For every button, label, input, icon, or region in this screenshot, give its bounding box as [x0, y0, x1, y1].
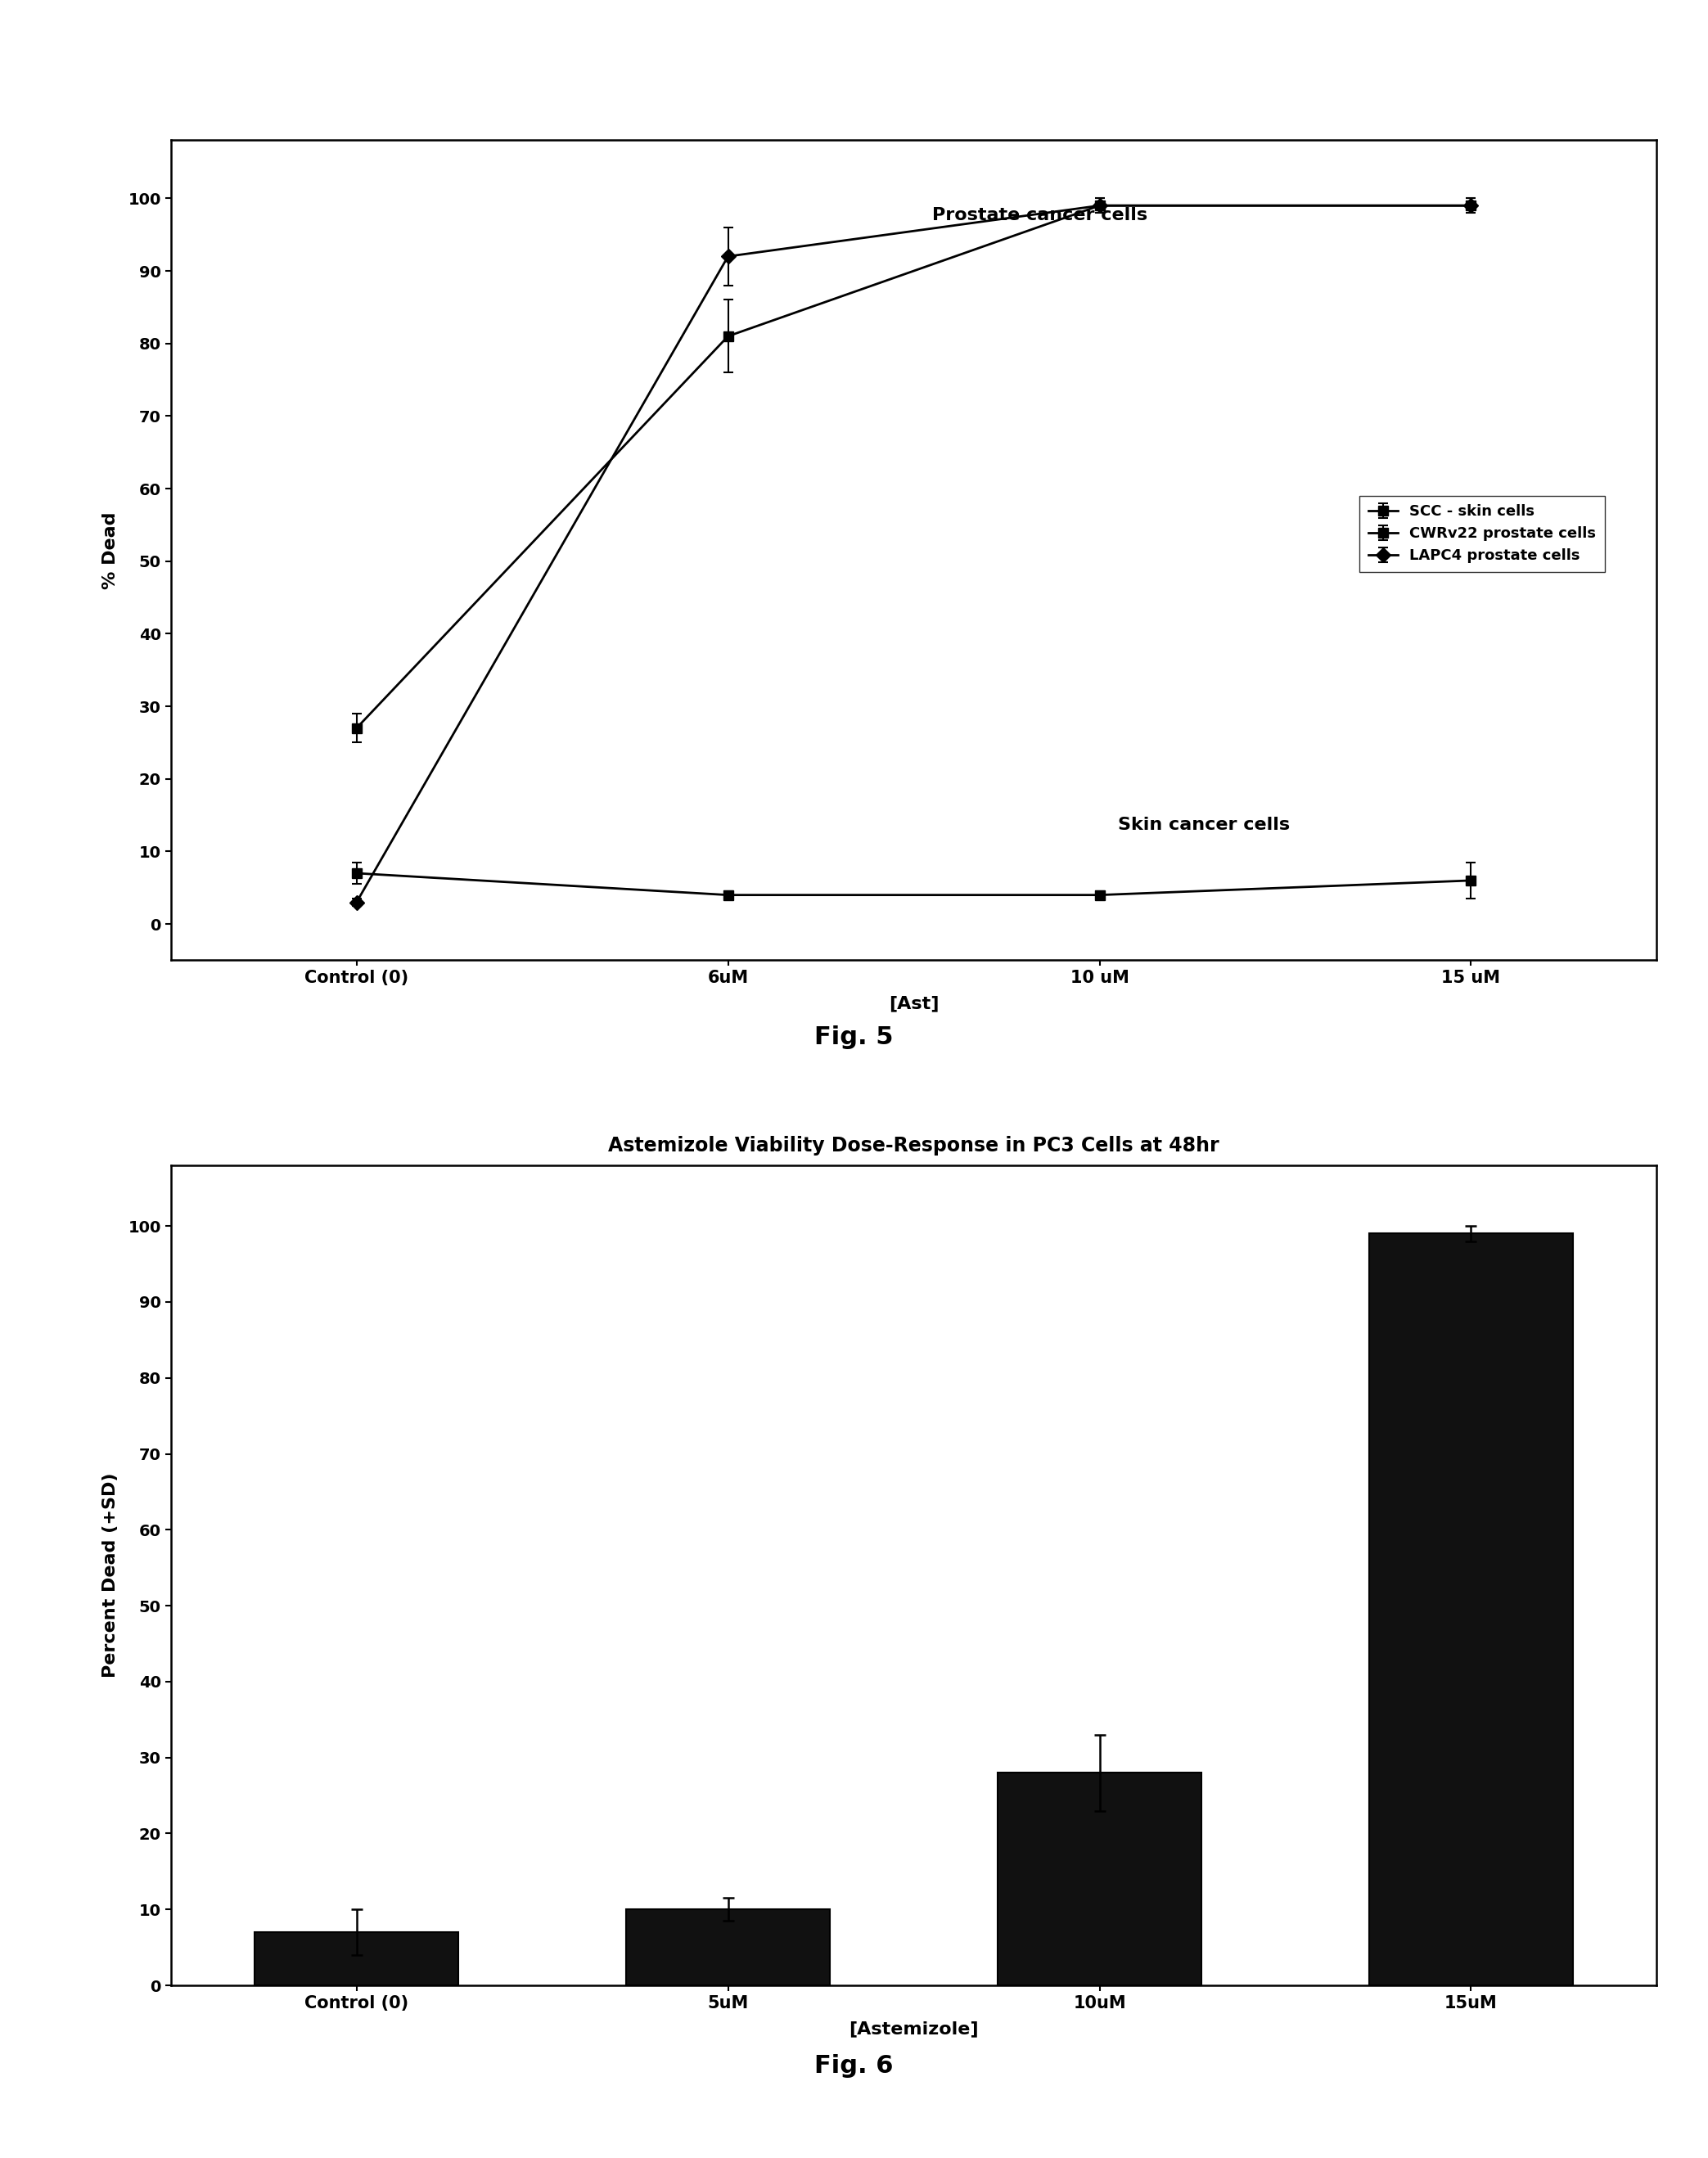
X-axis label: [Ast]: [Ast]	[888, 995, 939, 1012]
Text: Fig. 5: Fig. 5	[815, 1025, 893, 1049]
Legend: SCC - skin cells, CWRv22 prostate cells, LAPC4 prostate cells: SCC - skin cells, CWRv22 prostate cells,…	[1360, 496, 1606, 572]
Text: Skin cancer cells: Skin cancer cells	[1119, 816, 1290, 833]
Text: Prostate cancer cells: Prostate cancer cells	[933, 207, 1148, 224]
Bar	[997, 1772, 1202, 1985]
Bar	[1368, 1234, 1573, 1985]
Text: Fig. 6: Fig. 6	[815, 2054, 893, 2078]
Title: Astemizole Viability Dose-Response in PC3 Cells at 48hr: Astemizole Viability Dose-Response in PC…	[608, 1135, 1220, 1157]
Bar	[625, 1910, 830, 1985]
Y-axis label: Percent Dead (+SD): Percent Dead (+SD)	[102, 1474, 120, 1677]
X-axis label: [Astemizole]: [Astemizole]	[849, 2020, 979, 2037]
Y-axis label: % Dead: % Dead	[102, 511, 120, 589]
Bar	[254, 1931, 459, 1985]
